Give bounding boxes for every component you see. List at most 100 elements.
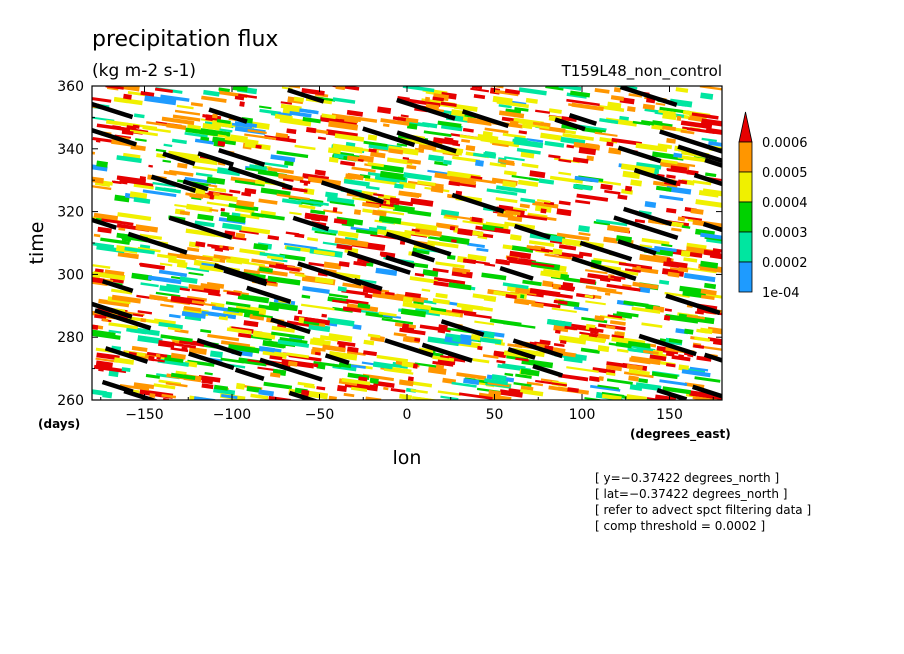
field-cell [615, 269, 639, 276]
field-cell [378, 215, 402, 225]
field-cell [511, 174, 543, 182]
field-cell [630, 355, 661, 366]
field-cell [689, 366, 709, 372]
field-cell [632, 281, 659, 290]
field-cell [437, 120, 462, 128]
field-cell [337, 230, 359, 239]
field-cell [558, 158, 572, 163]
field-cell [365, 185, 380, 191]
field-cell [712, 248, 722, 254]
field-cell [232, 86, 248, 92]
field-cell [390, 387, 406, 393]
field-cell [166, 122, 187, 130]
field-cell [212, 191, 220, 197]
annotation-line: [ comp threshold = 0.0002 ] [595, 519, 765, 533]
field-cell [158, 269, 188, 278]
field-cell [432, 96, 445, 102]
field-cell [414, 228, 443, 237]
field-cell [98, 298, 130, 308]
field-cell [614, 331, 625, 337]
field-cell [589, 375, 600, 382]
field-cell [551, 307, 577, 313]
field-cell [535, 379, 568, 387]
field-cell [451, 239, 457, 243]
field-cell [489, 162, 507, 168]
field-cell [542, 280, 554, 288]
field-cell [172, 342, 196, 349]
field-cell [94, 268, 104, 273]
field-cell [585, 269, 608, 275]
field-cell [213, 387, 236, 396]
field-cell [181, 311, 206, 319]
field-cell [666, 137, 676, 144]
field-cell [572, 157, 589, 164]
field-cell [515, 373, 532, 379]
field-cell [188, 271, 204, 276]
field-cell [358, 376, 368, 382]
field-cell [502, 282, 529, 290]
field-cell [297, 309, 303, 315]
field-cell [328, 120, 359, 131]
field-cell [421, 121, 438, 129]
y-units-label: (days) [38, 417, 80, 431]
field-cell [195, 241, 206, 248]
field-cell [250, 393, 269, 400]
chart-title: precipitation flux [92, 27, 278, 52]
field-cell [635, 142, 668, 153]
field-cell [594, 131, 618, 137]
field-cell [148, 294, 168, 302]
field-cell [444, 214, 477, 221]
field-cell [598, 376, 604, 382]
field-cell [677, 216, 686, 222]
field-cell [145, 373, 161, 379]
field-cell [428, 309, 461, 318]
x-tick-label: 50 [486, 407, 504, 423]
field-cell [498, 259, 508, 265]
field-cell [200, 328, 212, 334]
field-cell [472, 358, 490, 364]
field-cell [132, 313, 144, 317]
composite-streak [213, 263, 267, 284]
field-cell [251, 212, 285, 221]
composite-streak [353, 277, 383, 292]
field-cell [93, 364, 127, 374]
field-cell [402, 296, 413, 304]
y-tick-label: 340 [57, 142, 84, 158]
field-cell [700, 232, 722, 242]
field-cell [662, 125, 677, 132]
field-cell [225, 301, 251, 308]
field-cell [276, 193, 310, 201]
field-cell [336, 384, 348, 393]
field-cell [684, 328, 694, 335]
colorbar-label: 0.0006 [762, 136, 808, 151]
field-cell [300, 199, 329, 206]
field-cell [467, 242, 485, 248]
field-cell [449, 175, 475, 184]
field-cell [518, 87, 547, 96]
field-cell [495, 185, 527, 194]
field-cell [355, 228, 378, 236]
composite-streak [703, 352, 722, 363]
field-cell [92, 97, 112, 103]
field-cell [559, 339, 567, 345]
field-cell [181, 346, 188, 352]
field-cell [462, 258, 477, 265]
field-cell [155, 148, 167, 153]
field-cell [133, 382, 155, 390]
field-cell [364, 293, 373, 299]
field-cell [217, 140, 226, 147]
field-cell [573, 183, 592, 191]
field-cell [362, 201, 380, 209]
field-cell [161, 116, 195, 126]
field-cell [414, 272, 425, 277]
field-cell [258, 304, 280, 312]
composite-streak [227, 165, 293, 191]
field-cell [509, 234, 522, 241]
field-cell [185, 192, 215, 200]
field-cell [651, 371, 678, 380]
field-cell [220, 207, 226, 212]
field-cell [435, 292, 448, 299]
field-cell [461, 138, 471, 143]
field-cell [604, 292, 611, 296]
field-cell [585, 300, 606, 306]
